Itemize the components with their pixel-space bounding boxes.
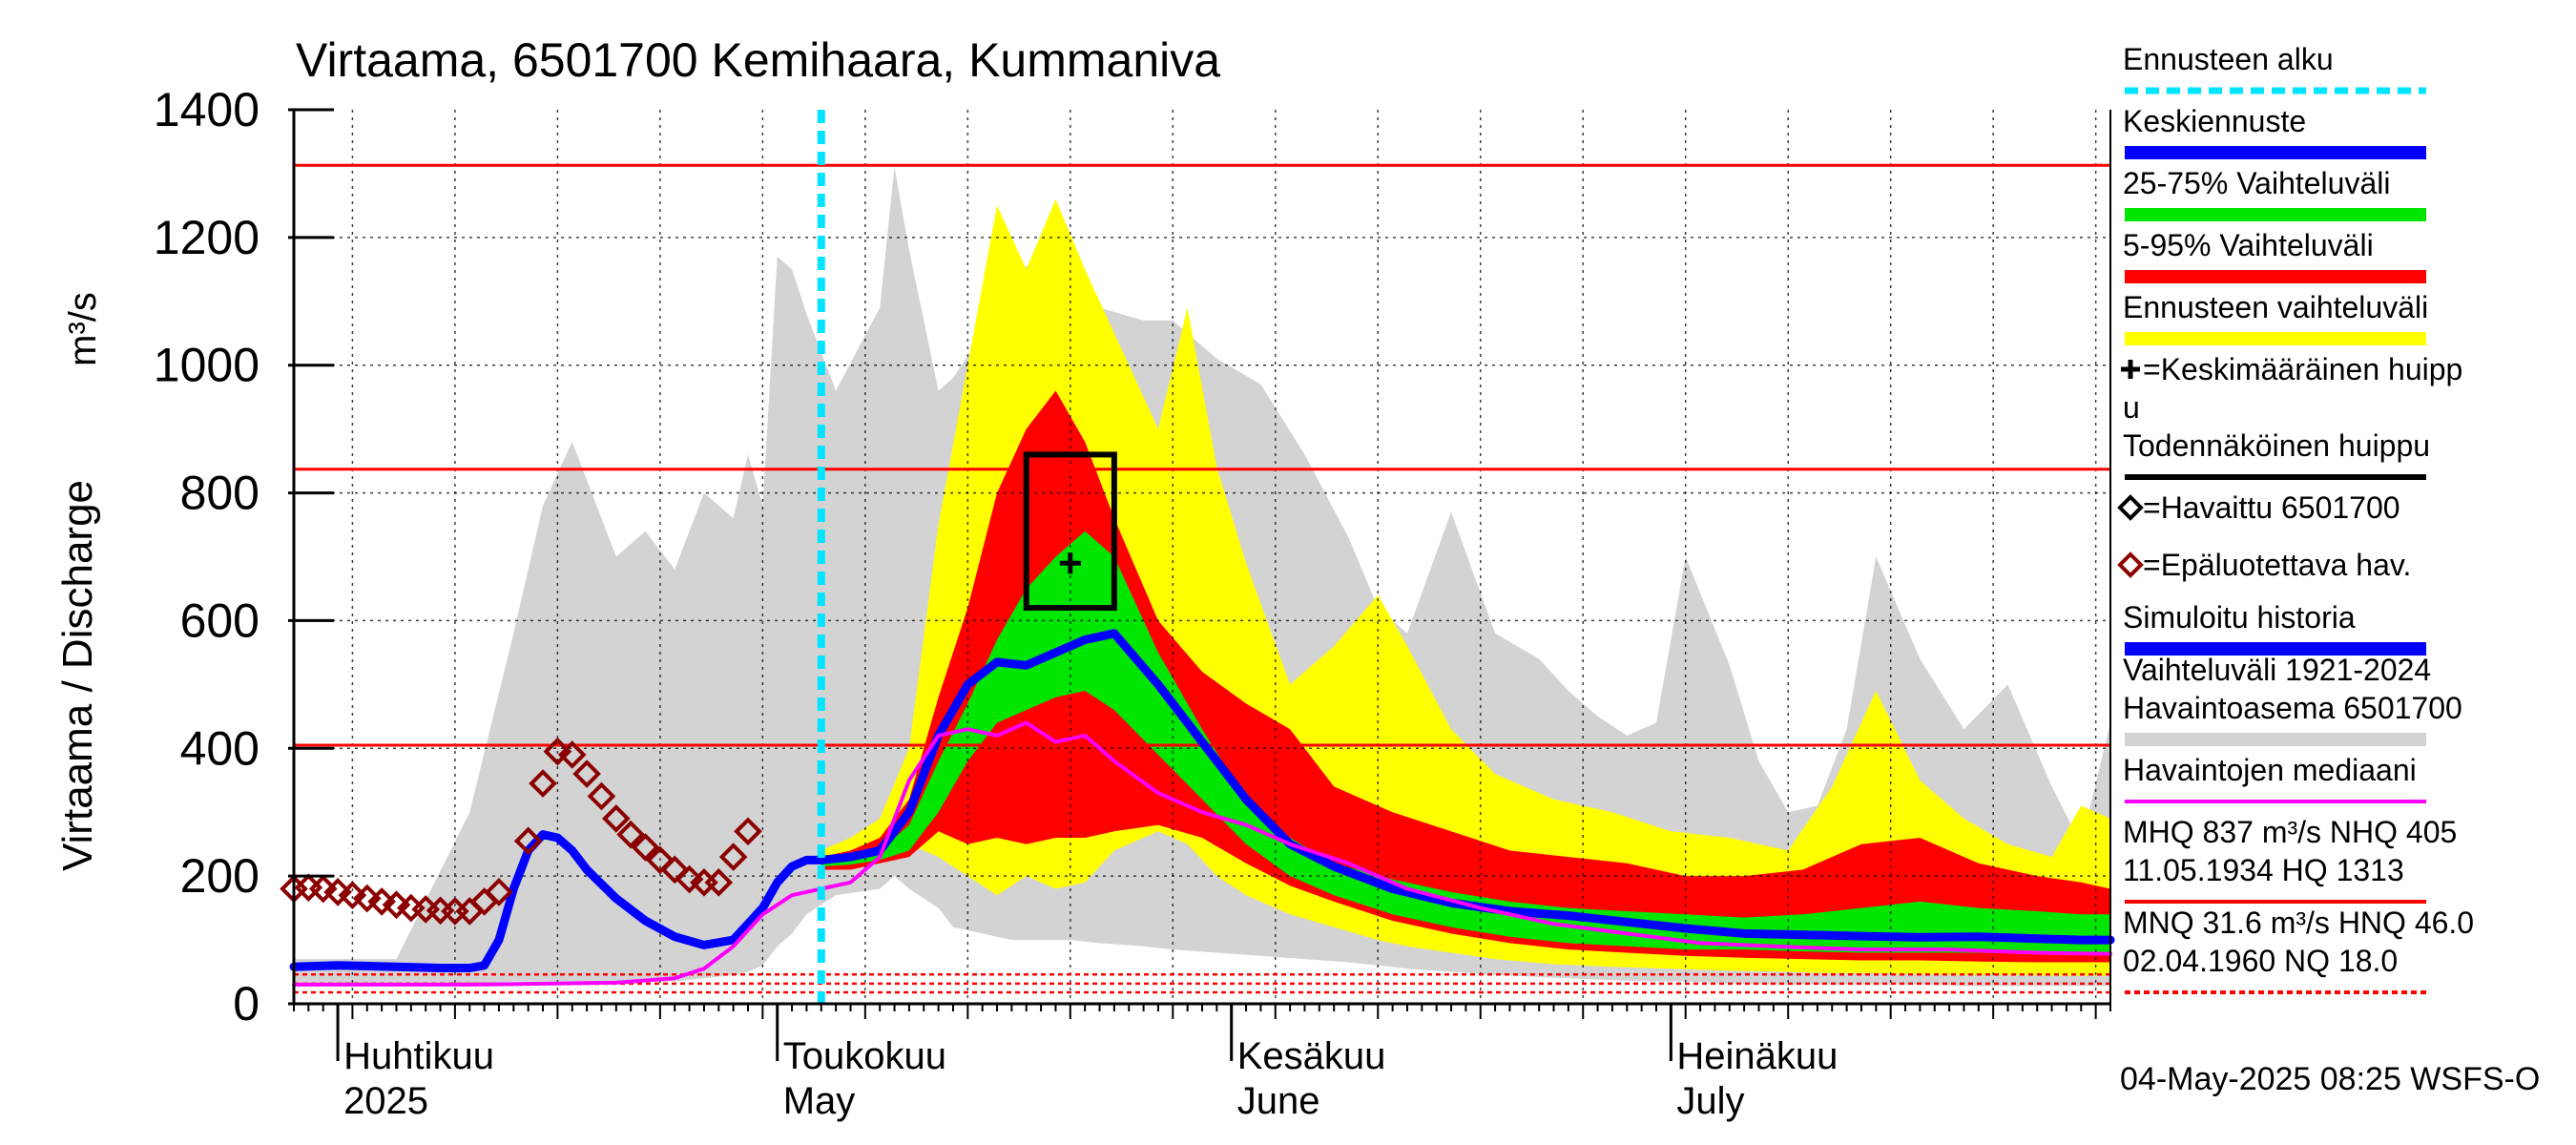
legend-label: =Epäluotettava hav.: [2143, 548, 2411, 582]
legend-label: Vaihteluväli 1921-2024: [2123, 653, 2431, 687]
unreliable-observation-point: [718, 843, 748, 871]
month-label: Heinäkuu: [1676, 1035, 1838, 1077]
month-sublabel: 2025: [343, 1080, 428, 1122]
y-axis-unit: m³/s: [62, 292, 104, 366]
legend-label-line2: 02.04.1960 NQ 18.0: [2123, 944, 2398, 978]
y-tick-label: 1400: [154, 83, 260, 136]
legend-label: =Keskimääräinen huipp: [2143, 352, 2462, 386]
mean-peak-marker: [1059, 552, 1081, 574]
legend-swatch: [2125, 733, 2426, 746]
legend-swatch: [2125, 642, 2426, 656]
unreliable-observation-point: [601, 804, 631, 833]
legend-swatch: [2125, 332, 2426, 345]
legend-swatch: [2125, 146, 2426, 159]
legend-label: 5-95% Vaihteluväli: [2123, 228, 2374, 262]
unreliable-observation-point: [704, 868, 734, 897]
unreliable-observation-point: [646, 845, 675, 875]
month-label: Huhtikuu: [343, 1035, 494, 1077]
unreliable-observation-point: [734, 817, 762, 846]
unreliable-observation-point: [572, 760, 601, 788]
legend-swatch: [2125, 270, 2426, 283]
y-tick-label: 1000: [154, 339, 260, 392]
legend-label: MHQ 837 m³/s NHQ 405: [2123, 815, 2457, 849]
grid-layer: [294, 110, 2110, 1004]
unreliable-observation-point: [616, 820, 645, 849]
legend-label: Keskiennuste: [2123, 104, 2306, 138]
legend-label: MNQ 31.6 m³/s HNQ 46.0: [2123, 906, 2474, 940]
month-label: Toukokuu: [783, 1035, 946, 1077]
series-line-layer: [289, 110, 2115, 1004]
y-tick-label: 200: [180, 849, 260, 903]
footer-timestamp: 04-May-2025 08:25 WSFS-O: [2120, 1061, 2540, 1097]
y-tick-label: 0: [233, 977, 260, 1030]
month-sublabel: July: [1676, 1080, 1744, 1122]
legend-label-line2: 11.05.1934 HQ 1313: [2123, 853, 2404, 887]
month-label: Kesäkuu: [1237, 1035, 1386, 1077]
y-tick-label: 800: [180, 467, 260, 520]
legend-swatch: [2125, 208, 2426, 221]
band-series-2: [821, 390, 2110, 963]
line-series-4: [289, 830, 826, 972]
legend-label: Ennusteen alku: [2123, 42, 2334, 76]
legend-label: Ennusteen vaihteluväli: [2123, 290, 2428, 324]
legend-swatch-diamond-icon: [2117, 494, 2144, 521]
legend-label: 25-75% Vaihteluväli: [2123, 166, 2390, 200]
line-series-5: [817, 629, 2115, 945]
legend-label: =Havaittu 6501700: [2143, 490, 2400, 525]
legend-swatch-diamond-icon: [2117, 552, 2144, 578]
legend-swatch-plus-icon: [2121, 360, 2140, 379]
band-layer: [294, 167, 2110, 987]
band-series-3: [821, 531, 2110, 954]
chart-title: Virtaama, 6501700 Kemihaara, Kummaniva: [296, 33, 1220, 87]
legend-label: Simuloitu historia: [2123, 600, 2356, 635]
legend: Ennusteen alku Keskiennuste 25-75% Vaihtel…: [2117, 42, 2474, 994]
unreliable-observation-point: [587, 781, 616, 811]
month-sublabel: May: [783, 1080, 856, 1122]
month-sublabel: June: [1237, 1080, 1320, 1122]
unreliable-observation-point: [529, 769, 557, 798]
legend-label: Havaintojen mediaani: [2123, 753, 2417, 787]
unreliable-observation-point: [660, 855, 690, 885]
legend-label-line2: Havaintoasema 6501700: [2123, 691, 2462, 725]
unreliable-observation-point: [631, 833, 660, 862]
line-series-6: [292, 720, 2112, 987]
unreliable-observation-point: [513, 826, 543, 856]
probable-peak-box: [1023, 451, 1117, 612]
unreliable-observation-point: [557, 740, 587, 769]
y-tick-label: 400: [180, 721, 260, 775]
y-tick-label: 1200: [154, 211, 260, 264]
legend-label: Todennäköinen huippu: [2123, 428, 2430, 463]
unreliable-observation-point: [485, 878, 513, 906]
y-axis-label: Virtaama / Discharge: [54, 480, 101, 871]
legend-label-line2: u: [2123, 390, 2140, 425]
y-tick-label: 600: [180, 593, 260, 647]
marker-layer: [280, 451, 1117, 926]
